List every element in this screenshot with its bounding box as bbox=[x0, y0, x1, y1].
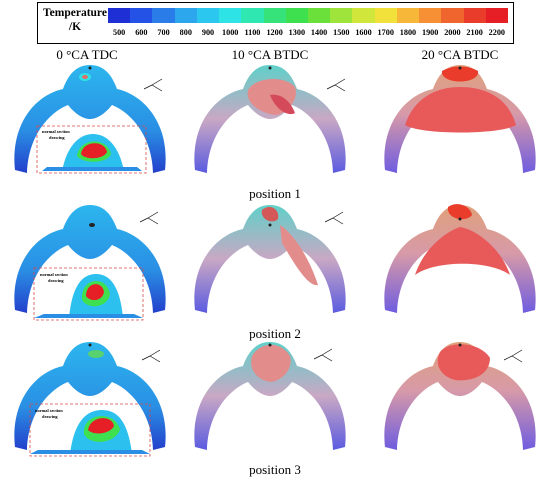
temperature-legend: Temperature /K 500 600 700 800 900 1000 1100 12… bbox=[37, 2, 514, 44]
row-label-position-1: position 1 bbox=[249, 186, 301, 201]
panel-pos1-20btdc bbox=[384, 65, 536, 173]
panel-pos2-10btdc bbox=[194, 205, 346, 313]
panel-pos1-tdc bbox=[14, 65, 166, 173]
row-label-position-2: position 2 bbox=[249, 326, 301, 341]
column-label-0: 0 °CA TDC bbox=[56, 47, 118, 62]
inset-label-3-line2: drawing bbox=[42, 414, 58, 419]
legend-swatch-12 bbox=[374, 8, 397, 23]
legend-tick-14: 1900 bbox=[421, 28, 439, 37]
axes-triad-icon bbox=[326, 78, 346, 92]
legend-tick-15: 2000 bbox=[444, 28, 461, 37]
legend-tick-7: 1200 bbox=[266, 28, 283, 37]
axes-triad-icon bbox=[143, 78, 163, 92]
legend-tick-8: 1300 bbox=[288, 28, 306, 37]
legend-tick-13: 1800 bbox=[399, 28, 417, 37]
inset-label-2-line1: normal section bbox=[40, 272, 68, 277]
axes-triad-icon bbox=[141, 349, 161, 363]
legend-swatch-4 bbox=[196, 8, 220, 23]
panel-pos3-20btdc bbox=[384, 342, 536, 450]
legend-tick-17: 2200 bbox=[488, 28, 506, 37]
legend-tick-labels: 500 600 700 800 900 1000 1100 1200 1300 1400 1500 1… bbox=[108, 28, 508, 40]
column-label-1: 10 °CA BTDC bbox=[231, 47, 309, 62]
panel-pos3-tdc bbox=[14, 342, 166, 450]
panel-pos2-20btdc bbox=[384, 204, 536, 313]
panel-pos2-tdc bbox=[14, 205, 166, 313]
legend-tick-9: 1400 bbox=[310, 28, 328, 37]
legend-title-line2: /K bbox=[68, 21, 82, 33]
legend-tick-10: 1500 bbox=[333, 28, 350, 37]
legend-swatch-17 bbox=[485, 8, 508, 23]
legend-tick-0: 500 bbox=[112, 28, 126, 37]
legend-tick-5: 1000 bbox=[222, 28, 239, 37]
legend-colorbar bbox=[108, 8, 508, 23]
axes-triad-icon bbox=[324, 211, 344, 225]
inset-label-3-line1: normal section bbox=[35, 408, 63, 413]
legend-tick-12: 1700 bbox=[377, 28, 394, 37]
inset-label-1-line2: drawing bbox=[49, 135, 65, 140]
legend-tick-6: 1100 bbox=[244, 28, 261, 37]
panel-pos3-10btdc bbox=[194, 342, 346, 450]
legend-swatch-5 bbox=[219, 8, 242, 23]
legend-swatch-2 bbox=[152, 8, 175, 23]
row-label-position-3: position 3 bbox=[249, 462, 301, 477]
column-label-2: 20 °CA BTDC bbox=[421, 47, 499, 62]
legend-swatch-14 bbox=[419, 8, 442, 23]
legend-swatch-7 bbox=[263, 8, 286, 23]
axes-triad-icon bbox=[503, 349, 523, 363]
legend-title: Temperature /K bbox=[42, 6, 108, 34]
legend-swatch-0 bbox=[108, 8, 131, 23]
legend-tick-2: 700 bbox=[157, 28, 170, 37]
legend-swatch-10 bbox=[330, 8, 353, 23]
legend-swatch-11 bbox=[352, 8, 375, 23]
legend-tick-11: 1600 bbox=[355, 28, 372, 37]
legend-swatch-16 bbox=[463, 8, 486, 23]
legend-tick-4: 900 bbox=[201, 28, 215, 37]
legend-swatch-15 bbox=[441, 8, 464, 23]
legend-tick-1: 600 bbox=[135, 28, 148, 37]
inset-normal-section-2 bbox=[33, 267, 144, 321]
inset-normal-section-1 bbox=[36, 125, 147, 174]
legend-tick-16: 2100 bbox=[466, 28, 483, 37]
inset-normal-section-3 bbox=[29, 403, 151, 457]
legend-swatch-6 bbox=[241, 8, 264, 23]
legend-swatch-8 bbox=[285, 8, 308, 23]
inset-label-2-line2: drawing bbox=[48, 278, 64, 283]
legend-swatch-1 bbox=[130, 8, 153, 23]
inset-label-1-line1: normal section bbox=[42, 129, 70, 134]
axes-triad-icon bbox=[139, 211, 159, 225]
legend-swatch-3 bbox=[174, 8, 197, 23]
panel-pos1-10btdc bbox=[194, 65, 346, 173]
legend-title-line1: Temperature bbox=[43, 7, 107, 19]
legend-tick-3: 800 bbox=[179, 28, 192, 37]
legend-swatch-13 bbox=[396, 8, 420, 23]
legend-swatch-9 bbox=[307, 8, 331, 23]
axes-triad-icon bbox=[313, 348, 333, 362]
